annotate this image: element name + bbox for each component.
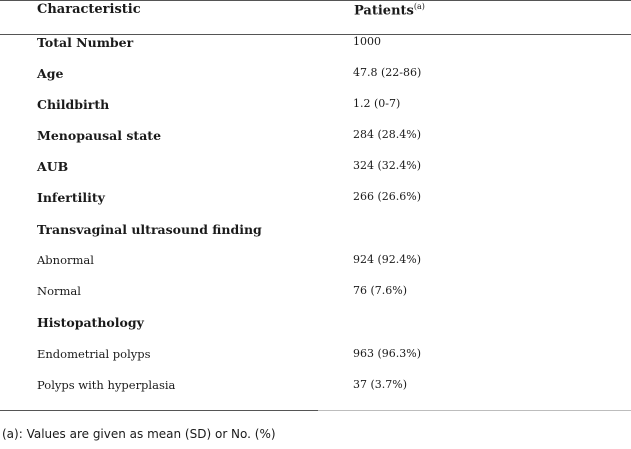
table-row: Polyps with hyperplasia 37 (3.7%) xyxy=(0,378,631,409)
row-value: 266 (26.6%) xyxy=(353,190,422,203)
header-patients-note: (a) xyxy=(413,2,425,11)
table-footnote: (a): Values are given as mean (SD) or No… xyxy=(2,427,276,441)
table-row: Transvaginal ultrasound finding xyxy=(0,222,631,253)
row-label: AUB xyxy=(37,159,69,174)
table-row: Childbirth 1.2 (0-7) xyxy=(0,97,631,128)
table-row: Abnormal 924 (92.4%) xyxy=(0,253,631,284)
row-value: 37 (3.7%) xyxy=(353,378,408,391)
row-value: 47.8 (22-86) xyxy=(353,66,422,79)
header-patients: Patients(a) xyxy=(354,2,425,18)
header-characteristic: Characteristic xyxy=(37,2,141,17)
table-row: Infertility 266 (26.6%) xyxy=(0,190,631,221)
table-row: Normal 76 (7.6%) xyxy=(0,284,631,315)
row-label: Polyps with hyperplasia xyxy=(37,378,176,392)
row-value: 324 (32.4%) xyxy=(353,159,422,172)
table-row: AUB 324 (32.4%) xyxy=(0,159,631,190)
row-value: 963 (96.3%) xyxy=(353,347,422,360)
table-row: Age 47.8 (22-86) xyxy=(0,66,631,97)
table-top-rule xyxy=(0,0,631,1)
row-value: 284 (28.4%) xyxy=(353,128,422,141)
row-label: Transvaginal ultrasound finding xyxy=(37,222,262,237)
row-label: Normal xyxy=(37,284,81,298)
row-label: Total Number xyxy=(37,35,134,50)
table-header-rule xyxy=(0,34,631,35)
row-label: Infertility xyxy=(37,190,105,205)
table-row: Endometrial polyps 963 (96.3%) xyxy=(0,347,631,378)
table-row: Histopathology xyxy=(0,315,631,346)
row-label: Age xyxy=(37,66,64,81)
row-value: 76 (7.6%) xyxy=(353,284,408,297)
row-label: Histopathology xyxy=(37,315,144,330)
table-row: Menopausal state 284 (28.4%) xyxy=(0,128,631,159)
row-value: 1.2 (0-7) xyxy=(353,97,401,110)
row-label: Abnormal xyxy=(37,253,94,267)
row-label: Endometrial polyps xyxy=(37,347,151,361)
table-bottom-rule-faint xyxy=(318,410,631,411)
table-row: Total Number 1000 xyxy=(0,35,631,66)
header-patients-label: Patients xyxy=(354,3,414,19)
row-value: 1000 xyxy=(353,35,381,48)
row-value: 924 (92.4%) xyxy=(353,253,422,266)
row-label: Menopausal state xyxy=(37,128,162,143)
row-label: Childbirth xyxy=(37,97,110,112)
table-bottom-rule xyxy=(0,410,318,411)
